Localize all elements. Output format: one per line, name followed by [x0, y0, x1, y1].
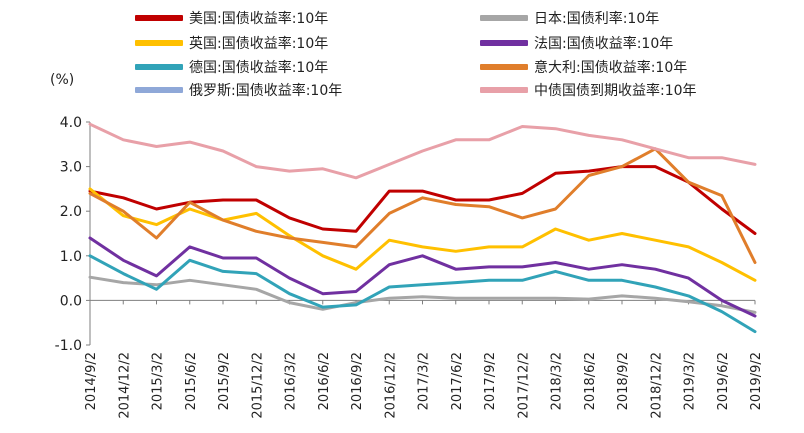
series-line-de — [88, 254, 757, 334]
x-tick-label: 2015/3/2 — [151, 352, 166, 410]
series-line-fr — [88, 236, 757, 318]
legend-swatch — [135, 15, 183, 21]
legend-item-uk-10y: 英国:国债收益率:10年 — [135, 33, 328, 53]
x-tick-label: 2014/12/2 — [117, 352, 132, 419]
legend-item-it-10y: 意大利:国债收益率:10年 — [480, 57, 687, 77]
legend-item-cn-10y: 中债国债到期收益率:10年 — [480, 80, 697, 100]
x-tick-label: 2015/12/2 — [250, 352, 265, 419]
series-line-cn — [88, 122, 757, 180]
x-tick-label: 2017/12/2 — [516, 352, 531, 419]
legend-label: 中债国债到期收益率:10年 — [534, 83, 697, 99]
legend-item-us-10y: 美国:国债收益率:10年 — [135, 8, 328, 28]
y-tick-label: 0.0 — [60, 293, 82, 309]
legend-swatch — [480, 87, 528, 93]
x-tick-label: 2019/3/2 — [683, 352, 698, 410]
series-line-us — [88, 165, 757, 235]
series-line-it — [88, 147, 757, 264]
x-tick-label: 2019/9/2 — [749, 352, 764, 410]
y-tick-label: 3.0 — [60, 160, 82, 176]
x-tick-label: 2019/6/2 — [716, 352, 731, 410]
legend-swatch — [135, 40, 183, 46]
x-tick-label: 2018/6/2 — [583, 352, 598, 410]
y-tick-label: 2.0 — [60, 204, 82, 220]
x-tick-label: 2016/3/2 — [284, 352, 299, 410]
series-line-uk — [88, 187, 757, 282]
legend-label: 英国:国债收益率:10年 — [189, 36, 329, 52]
legend-label: 法国:国债收益率:10年 — [534, 36, 674, 52]
legend-item-de-10y: 德国:国债收益率:10年 — [135, 57, 328, 77]
legend-item-fr-10y: 法国:国债收益率:10年 — [480, 33, 673, 53]
legend-item-ru-10y: 俄罗斯:国债收益率:10年 — [135, 80, 342, 100]
legend-swatch — [480, 15, 528, 21]
x-tick-label: 2016/6/2 — [317, 352, 332, 410]
y-axis-unit: (%) — [50, 72, 75, 88]
x-tick-label: 2018/3/2 — [550, 352, 565, 410]
legend-swatch — [135, 87, 183, 93]
x-tick-label: 2016/9/2 — [350, 352, 365, 410]
legend-swatch — [480, 40, 528, 46]
legend-label: 意大利:国债收益率:10年 — [534, 60, 688, 76]
y-tick-label: 1.0 — [60, 249, 82, 265]
x-tick-label: 2018/12/2 — [649, 352, 664, 419]
legend-swatch — [135, 64, 183, 70]
x-tick-label: 2017/3/2 — [417, 352, 432, 410]
x-tick-label: 2015/9/2 — [217, 352, 232, 410]
legend-swatch — [480, 64, 528, 70]
x-tick-label: 2017/6/2 — [450, 352, 465, 410]
legend-label: 美国:国债收益率:10年 — [189, 11, 329, 27]
legend-label: 日本:国债利率:10年 — [534, 11, 660, 27]
series-line-jp — [88, 275, 757, 314]
x-tick-label: 2016/12/2 — [383, 352, 398, 419]
y-tick-label: 4.0 — [60, 115, 82, 131]
x-tick-label: 2014/9/2 — [84, 352, 99, 410]
legend-label: 俄罗斯:国债收益率:10年 — [189, 83, 343, 99]
x-tick-label: 2018/9/2 — [616, 352, 631, 410]
y-tick-label: -1.0 — [55, 338, 82, 354]
legend-label: 德国:国债收益率:10年 — [189, 60, 329, 76]
legend-item-jp-10y: 日本:国债利率:10年 — [480, 8, 659, 28]
x-tick-label: 2017/9/2 — [483, 352, 498, 410]
x-tick-label: 2015/6/2 — [184, 352, 199, 410]
